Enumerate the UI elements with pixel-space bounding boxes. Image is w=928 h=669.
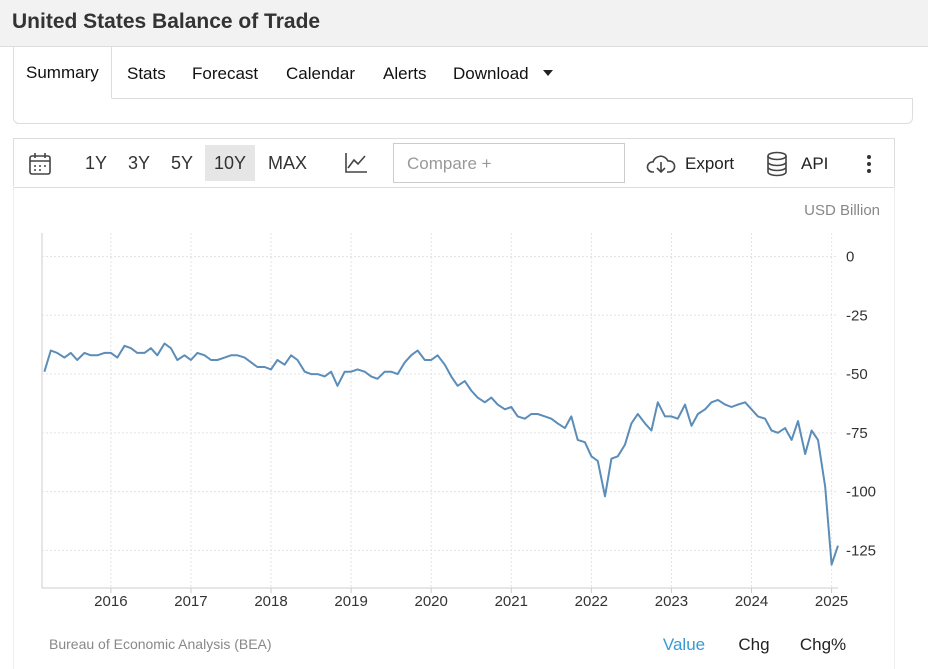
x-tick-label: 2019 bbox=[334, 593, 367, 610]
tab[interactable]: Summary bbox=[13, 47, 112, 99]
export-button[interactable]: Export bbox=[685, 154, 735, 173]
api-icon[interactable] bbox=[766, 151, 788, 177]
tab[interactable]: Stats bbox=[127, 64, 166, 83]
view-tab[interactable]: Value bbox=[663, 635, 705, 654]
x-tick-label: 2018 bbox=[254, 593, 287, 610]
x-tick-label: 2022 bbox=[575, 593, 608, 610]
y-tick-label: -125 bbox=[846, 542, 876, 559]
view-tab[interactable]: Chg bbox=[738, 635, 769, 654]
page-title: United States Balance of Trade bbox=[12, 10, 321, 33]
unit-label: USD Billion bbox=[804, 202, 880, 219]
export-icon[interactable] bbox=[646, 153, 676, 175]
data-line bbox=[43, 342, 839, 566]
y-tick-label: -50 bbox=[846, 366, 868, 383]
x-tick-label: 2021 bbox=[495, 593, 528, 610]
x-tick-label: 2025 bbox=[815, 593, 848, 610]
y-tick-label: -75 bbox=[846, 425, 868, 442]
api-button[interactable]: API bbox=[801, 154, 829, 173]
menu-icon[interactable] bbox=[866, 154, 872, 174]
x-tick-label: 2016 bbox=[94, 593, 127, 610]
y-tick-label: -100 bbox=[846, 484, 876, 501]
tab[interactable]: Alerts bbox=[383, 64, 427, 83]
chart-panel bbox=[13, 186, 895, 669]
compare-input[interactable]: Compare + bbox=[393, 143, 625, 183]
range-button[interactable]: MAX bbox=[268, 153, 308, 173]
calendar-icon[interactable] bbox=[28, 152, 52, 176]
range-button[interactable]: 5Y bbox=[171, 153, 194, 173]
toolbar: 1Y 3Y 5Y 10Y MAX Compare + Export API bbox=[13, 138, 895, 188]
range-button[interactable]: 3Y bbox=[128, 153, 151, 173]
tab-bar: Summary Stats Forecast Calendar Alerts D… bbox=[13, 47, 913, 99]
header: United States Balance of Trade bbox=[0, 0, 928, 47]
x-tick-label: 2024 bbox=[735, 593, 768, 610]
tab[interactable]: Forecast bbox=[192, 64, 259, 83]
dropdown-caret bbox=[543, 70, 553, 76]
range-button[interactable]: 1Y bbox=[85, 153, 108, 173]
y-tick-label: -25 bbox=[846, 307, 868, 324]
x-tick-label: 2020 bbox=[415, 593, 448, 610]
compare-placeholder: Compare + bbox=[407, 154, 492, 173]
panel bbox=[13, 98, 913, 124]
x-tick-label: 2023 bbox=[655, 593, 688, 610]
y-tick-label: 0 bbox=[846, 249, 854, 266]
source-label: Bureau of Economic Analysis (BEA) bbox=[49, 636, 272, 652]
tab[interactable]: Download bbox=[453, 64, 529, 83]
chart-type-icon[interactable] bbox=[344, 152, 368, 174]
range-button[interactable]: 10Y bbox=[205, 145, 256, 181]
tab[interactable]: Calendar bbox=[286, 64, 355, 83]
view-tab[interactable]: Chg% bbox=[800, 635, 846, 654]
x-tick-label: 2017 bbox=[174, 593, 207, 610]
